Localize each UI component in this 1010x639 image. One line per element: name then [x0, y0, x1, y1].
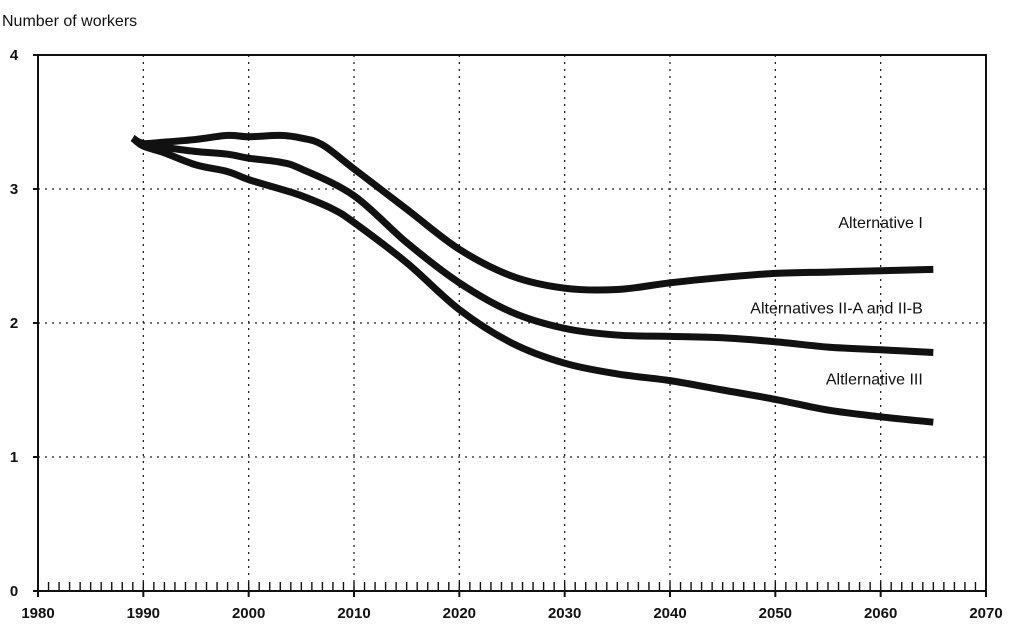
x-tick-label-1990: 1990 — [127, 605, 160, 622]
series-label-1: Alternatives II-A and II-B — [750, 301, 923, 318]
series-label-2: Altlernative III — [826, 372, 923, 389]
y-tick-labels: 0 1 2 3 4 — [10, 47, 19, 600]
y-tick-label-0: 0 — [10, 583, 18, 600]
x-tick-label-2070: 2070 — [969, 605, 1002, 622]
series-line-0 — [130, 131, 934, 294]
y-tick-label-4: 4 — [10, 47, 19, 64]
y-tick-label-1: 1 — [10, 449, 18, 466]
series-lines — [130, 131, 934, 426]
grid-lines — [33, 54, 986, 592]
x-minor-ticks — [37, 582, 987, 597]
x-tick-label-1980: 1980 — [21, 605, 54, 622]
y-axis-label: Number of workers — [2, 13, 137, 30]
x-tick-label-2060: 2060 — [864, 605, 897, 622]
series-labels: Alternative I Alternatives II-A and II-B A… — [750, 215, 923, 389]
x-tick-label-2040: 2040 — [653, 605, 686, 622]
series-line-1 — [130, 135, 934, 356]
x-tick-label-2050: 2050 — [759, 605, 792, 622]
x-tick-label-2030: 2030 — [548, 605, 581, 622]
y-tick-label-2: 2 — [10, 315, 18, 332]
y-tick-label-3: 3 — [10, 181, 18, 198]
x-tick-label-2000: 2000 — [232, 605, 265, 622]
series-line-2 — [130, 135, 934, 426]
x-tick-label-2020: 2020 — [443, 605, 476, 622]
x-tick-label-2010: 2010 — [337, 605, 370, 622]
series-label-0: Alternative I — [838, 215, 922, 232]
x-tick-labels: 1980 1990 2000 2010 2020 2030 2040 2050 2060 2070 — [21, 605, 1002, 622]
